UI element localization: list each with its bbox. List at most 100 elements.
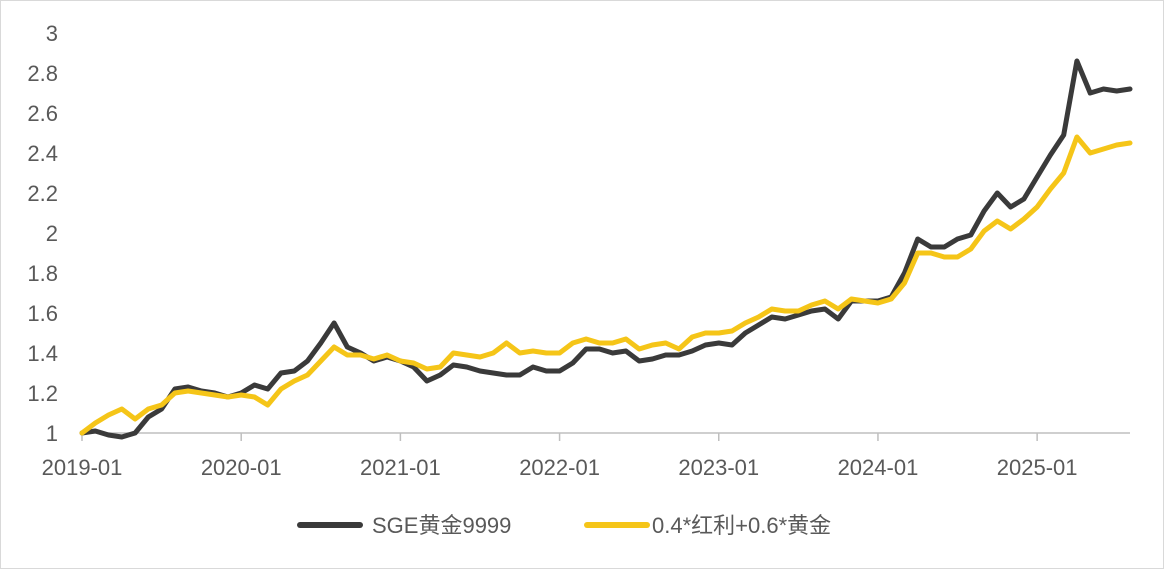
data-point — [955, 254, 960, 260]
data-point — [292, 378, 297, 384]
y-tick-label: 2.8 — [27, 61, 58, 86]
data-point — [119, 434, 125, 440]
data-point — [597, 346, 602, 352]
y-tick-label: 1.4 — [27, 341, 58, 366]
data-point — [371, 356, 376, 362]
data-point — [1074, 134, 1080, 140]
data-point — [809, 302, 814, 308]
series-lines — [79, 58, 1133, 440]
data-point — [384, 352, 390, 358]
legend-label: 0.4*红利+0.6*黄金 — [652, 513, 831, 538]
data-point — [517, 350, 522, 356]
data-point — [1048, 186, 1053, 192]
data-point — [703, 342, 708, 348]
data-point — [809, 308, 814, 314]
data-point — [438, 372, 443, 378]
data-point — [491, 350, 496, 356]
data-point — [902, 270, 907, 276]
data-point — [995, 218, 1000, 224]
legend-label: SGE黄金9999 — [372, 513, 511, 538]
data-point — [743, 330, 748, 336]
data-point — [159, 402, 164, 408]
legend-item: SGE黄金9999 — [297, 513, 511, 538]
data-point — [1088, 150, 1093, 156]
x-tick-label: 2025-01 — [997, 455, 1078, 480]
data-point — [1127, 140, 1133, 146]
data-point — [278, 370, 284, 376]
x-tick-label: 2020-01 — [201, 455, 282, 480]
data-point — [225, 394, 231, 400]
data-point — [716, 330, 721, 336]
data-point — [1034, 204, 1040, 210]
data-point — [782, 316, 788, 322]
data-point — [995, 190, 1000, 196]
data-point — [185, 388, 191, 394]
data-point — [318, 340, 323, 346]
data-point — [623, 336, 629, 342]
data-point — [743, 320, 748, 326]
data-point — [557, 350, 562, 356]
x-tick-label: 2021-01 — [360, 455, 441, 480]
data-point — [1101, 86, 1106, 92]
data-point — [305, 358, 310, 364]
data-point — [756, 322, 761, 328]
y-tick-label: 3 — [46, 21, 58, 46]
series-line — [79, 58, 1133, 440]
data-point — [703, 330, 708, 336]
data-point — [782, 308, 788, 314]
data-point — [729, 342, 735, 348]
data-point — [610, 340, 615, 346]
data-point — [862, 298, 867, 304]
x-axis — [81, 432, 1130, 441]
data-point — [623, 348, 629, 354]
data-point — [1088, 90, 1093, 96]
data-point — [597, 340, 602, 346]
y-tick-label: 2.6 — [27, 101, 58, 126]
data-point — [424, 378, 430, 384]
data-point — [132, 430, 138, 436]
data-point — [1127, 86, 1133, 92]
data-point — [822, 306, 828, 312]
data-point — [292, 368, 297, 374]
x-tick-label: 2022-01 — [519, 455, 600, 480]
data-point — [637, 346, 642, 352]
data-point — [942, 244, 947, 250]
data-point — [491, 370, 496, 376]
data-point — [663, 340, 668, 346]
data-point — [610, 350, 615, 356]
data-point — [889, 296, 894, 302]
data-point — [928, 244, 934, 250]
data-point — [331, 344, 337, 350]
data-point — [132, 416, 138, 422]
data-point — [93, 428, 98, 434]
data-point — [583, 346, 589, 352]
y-tick-label: 2.4 — [27, 141, 58, 166]
data-point — [968, 232, 973, 238]
data-point — [902, 280, 907, 286]
data-point — [464, 352, 469, 358]
data-point — [477, 368, 483, 374]
series-line — [79, 134, 1133, 436]
data-point — [172, 386, 178, 392]
data-point — [544, 350, 549, 356]
data-point — [424, 366, 430, 372]
data-point — [106, 412, 111, 418]
x-tick-label: 2019-01 — [42, 455, 123, 480]
data-point — [265, 386, 270, 392]
y-tick-label: 2.2 — [27, 181, 58, 206]
data-point — [690, 334, 695, 340]
data-point — [252, 382, 257, 388]
legend-item: 0.4*红利+0.6*黄金 — [584, 513, 831, 538]
data-point — [650, 342, 655, 348]
data-point — [650, 356, 655, 362]
data-point — [239, 392, 244, 398]
legend: SGE黄金9999 0.4*红利+0.6*黄金 — [297, 513, 831, 538]
data-point — [411, 360, 416, 366]
data-point — [570, 340, 575, 346]
y-tick-label: 1 — [46, 421, 58, 446]
data-point — [504, 340, 509, 346]
data-point — [1008, 204, 1013, 210]
data-point — [265, 402, 270, 408]
